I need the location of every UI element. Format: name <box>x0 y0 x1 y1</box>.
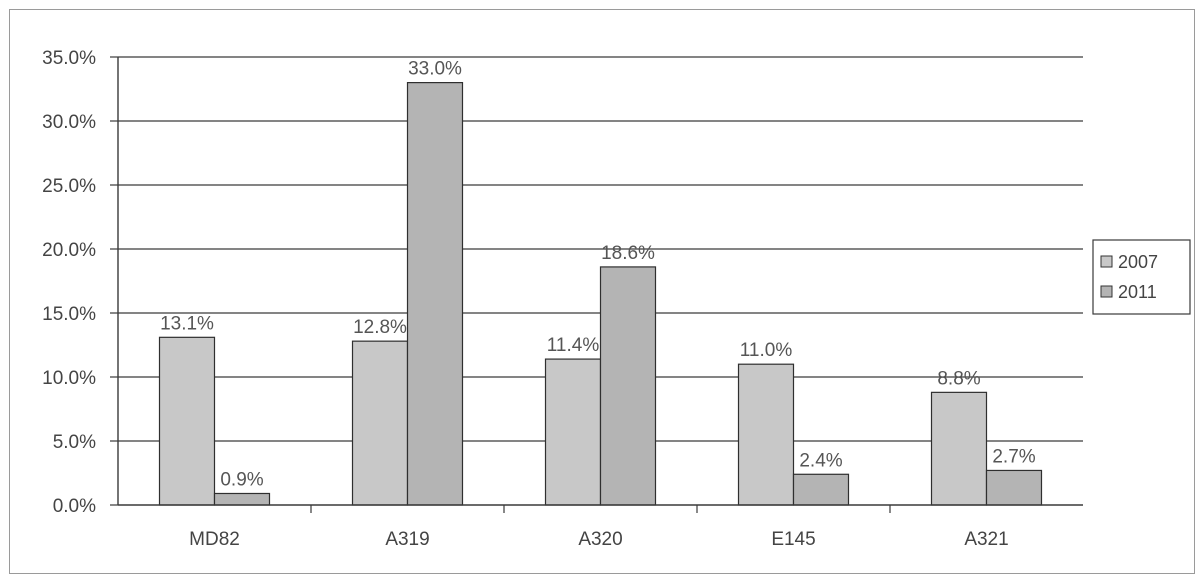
legend-swatch <box>1100 285 1113 298</box>
x-axis-tick-labels: MD82 A319 A320 E145 A321 <box>189 529 1009 550</box>
bar-2011-e145 <box>792 473 850 506</box>
data-labels: 13.1% 0.9% 12.8% 33.0% 11.4% 18.6% 11.0% 2.4% 8.… <box>160 59 1036 491</box>
bar-2007-a319 <box>351 340 409 506</box>
y-tick-label: 20.0% <box>42 240 96 261</box>
y-tick-label: 10.0% <box>42 368 96 389</box>
data-label: 18.6% <box>601 243 655 264</box>
axes <box>110 56 1083 513</box>
data-label: 11.4% <box>547 335 600 356</box>
data-label: 13.1% <box>160 313 214 334</box>
bar-2011-a319 <box>406 81 464 506</box>
bar-2011-a320 <box>599 266 657 506</box>
legend-box <box>1092 239 1191 315</box>
bars <box>158 81 1043 506</box>
y-tick-label: 15.0% <box>42 304 96 325</box>
bar-2007-a321 <box>930 391 988 506</box>
y-tick-label: 25.0% <box>42 176 96 197</box>
bar-2007-md82 <box>158 336 216 506</box>
bar-2011-md82 <box>213 492 271 506</box>
x-tick-label: A321 <box>964 529 1008 550</box>
x-tick-label: E145 <box>771 529 815 550</box>
y-tick-label: 0.0% <box>53 496 96 517</box>
data-label: 12.8% <box>353 317 407 338</box>
gridlines <box>118 56 1083 442</box>
data-label: 8.8% <box>937 368 980 389</box>
y-tick-label: 5.0% <box>53 432 96 453</box>
bar-2011-a321 <box>985 469 1043 506</box>
data-label: 11.0% <box>740 340 793 361</box>
legend-swatch <box>1100 255 1113 268</box>
data-label: 0.9% <box>220 469 263 490</box>
data-label: 2.4% <box>799 450 842 471</box>
legend: 2007 2011 <box>1092 239 1191 315</box>
x-tick-label: MD82 <box>189 529 240 550</box>
y-tick-label: 30.0% <box>42 112 96 133</box>
data-label: 33.0% <box>408 59 462 80</box>
legend-label: 2007 <box>1118 252 1158 272</box>
x-tick-label: A319 <box>385 529 429 550</box>
bar-2007-a320 <box>544 358 602 506</box>
data-label: 2.7% <box>992 446 1035 467</box>
y-tick-label: 35.0% <box>42 48 96 69</box>
x-tick-label: A320 <box>578 529 622 550</box>
y-axis-tick-labels: 0.0% 5.0% 10.0% 15.0% 20.0% 25.0% 30.0% 35.0% <box>42 48 96 517</box>
legend-label: 2011 <box>1118 282 1157 302</box>
bar-2007-e145 <box>737 363 795 506</box>
